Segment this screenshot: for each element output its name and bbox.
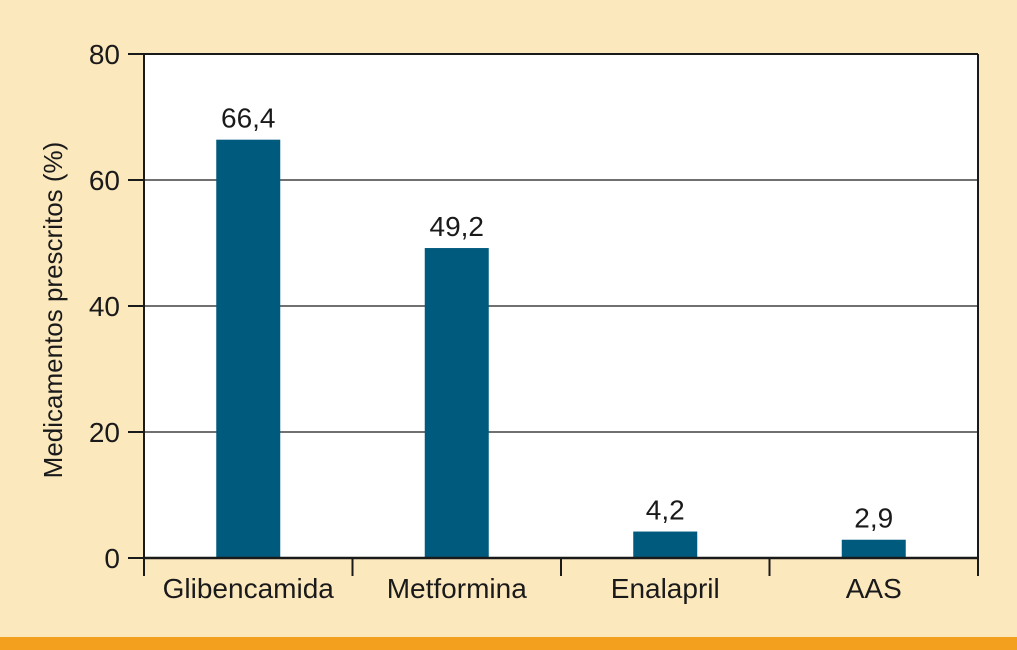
bar-value-label: 49,2 <box>430 211 485 242</box>
y-tick-label: 80 <box>89 39 120 70</box>
bar-glibencamida <box>216 139 281 558</box>
bar-aas <box>841 539 906 558</box>
y-tick-label: 60 <box>89 165 120 196</box>
bottom-accent-band <box>0 637 1017 650</box>
axes <box>128 53 979 576</box>
y-tick-label: 40 <box>89 291 120 322</box>
x-tick-label: AAS <box>846 573 902 604</box>
bar-value-label: 2,9 <box>854 503 893 534</box>
y-tick-label: 20 <box>89 417 120 448</box>
labels: 0 20 40 60 80 66,4 Glibencamida 49,2 Metformina 4… <box>89 39 902 604</box>
bar-value-label: 66,4 <box>221 103 276 134</box>
y-axis-label: Medicamentos prescritos (%) <box>38 142 68 479</box>
x-tick-label: Metformina <box>387 573 527 604</box>
bar-metformina <box>424 248 489 559</box>
x-tick-label: Glibencamida <box>163 573 335 604</box>
bar-enalapril <box>633 531 698 558</box>
x-tick-label: Enalapril <box>611 573 720 604</box>
y-tick-label: 0 <box>104 543 120 574</box>
bar-value-label: 4,2 <box>646 495 685 526</box>
bars <box>216 139 906 559</box>
